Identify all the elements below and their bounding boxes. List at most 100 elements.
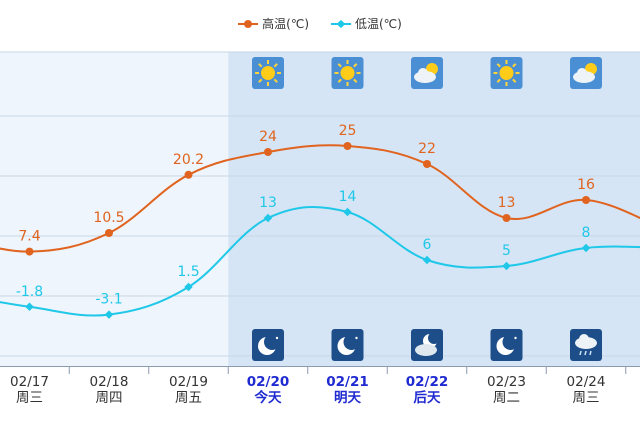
legend-high-marker-icon	[238, 19, 259, 29]
sun-ray	[512, 78, 517, 83]
high-temp-point	[423, 160, 431, 168]
x-axis-date: 02/18	[90, 374, 129, 390]
past-days-band	[0, 52, 229, 366]
high-temp-point	[582, 196, 590, 204]
sun-ray	[353, 78, 358, 83]
high-temp-line	[0, 144, 640, 253]
low-temp-label: 5	[502, 243, 511, 259]
x-axis-day: 周四	[96, 390, 123, 406]
moon-cut	[264, 334, 280, 350]
moon-icon	[252, 329, 284, 361]
sun-disc	[499, 66, 514, 80]
low-temp-label: 13	[259, 195, 277, 211]
moon-icon	[490, 329, 523, 361]
low-temp-point	[343, 207, 352, 217]
x-axis-day: 后天	[414, 389, 441, 406]
low-temp-point	[263, 213, 273, 223]
star	[355, 336, 358, 340]
sun-ray	[273, 63, 278, 68]
high-temp-label: 10.5	[93, 210, 124, 226]
high-temp-label: 16	[577, 177, 595, 193]
star	[275, 336, 279, 340]
x-axis-day: 周二	[493, 390, 520, 406]
low-temp-label: 6	[423, 237, 432, 253]
x-axis-day: 周五	[175, 390, 202, 406]
sun-ray	[273, 78, 278, 83]
cloud-shape	[415, 344, 437, 356]
low-temp-label: 14	[339, 189, 357, 205]
sun-disc	[340, 66, 355, 80]
x-axis-date: 02/23	[487, 374, 526, 390]
low-temp-point	[502, 261, 511, 271]
low-temp-line	[0, 205, 640, 317]
x-axis-day: 周三	[16, 390, 43, 406]
low-temp-point	[25, 302, 34, 312]
moon-cut	[428, 332, 440, 344]
x-axis-date: 02/20	[247, 374, 290, 390]
legend-item-high[interactable]: 高温(℃)	[238, 15, 309, 32]
high-temp-label: 13	[498, 195, 516, 211]
low-temp-point	[104, 310, 114, 319]
cloud-puff	[418, 68, 428, 78]
low-temp-label: 8	[582, 225, 591, 241]
legend-low-label: 低温(℃)	[355, 17, 402, 31]
chart-legend: 高温(℃) 低温(℃)	[0, 15, 640, 32]
sunny-icon	[252, 57, 284, 89]
sunny-icon	[331, 57, 364, 89]
x-axis-date: 02/19	[169, 374, 208, 390]
rain-icon	[570, 329, 602, 361]
moon-icon	[331, 329, 364, 361]
high-temp-point	[343, 142, 352, 150]
x-axis-date: 02/22	[406, 374, 449, 390]
high-temp-point	[184, 170, 193, 179]
sun-ray	[258, 78, 263, 83]
legend-item-low[interactable]: 低温(℃)	[331, 15, 402, 32]
sun-disc	[261, 66, 275, 80]
x-axis-day: 明天	[334, 390, 361, 406]
sun-ray	[512, 63, 517, 68]
high-temp-point	[264, 148, 272, 156]
star	[514, 336, 517, 340]
cloud-puff	[577, 68, 587, 78]
x-axis-day: 周三	[573, 390, 600, 406]
cloudy-moon-icon	[411, 329, 443, 361]
x-axis-date: 02/21	[326, 374, 369, 390]
high-temp-label: 24	[259, 129, 277, 145]
sunny-icon	[490, 57, 523, 89]
sun-ray	[496, 63, 501, 68]
rain-drop	[589, 350, 592, 356]
sun-ray	[496, 78, 501, 83]
legend-high-label: 高温(℃)	[262, 17, 309, 31]
legend-low-marker-icon	[331, 19, 351, 29]
rain-drop	[579, 350, 582, 356]
low-temp-label: 1.5	[177, 264, 199, 280]
high-temp-label: 20.2	[173, 152, 204, 168]
low-temp-label: -3.1	[95, 292, 122, 308]
rain-drop	[584, 350, 587, 356]
high-temp-point	[105, 229, 113, 237]
high-temp-point	[25, 247, 34, 256]
sun-ray	[337, 63, 342, 68]
cloud-puff	[579, 334, 589, 344]
x-axis-date: 02/24	[567, 374, 606, 390]
cloudy-sun-icon	[411, 57, 443, 89]
low-temp-label: -1.8	[16, 284, 43, 300]
sun-ray	[258, 63, 263, 68]
moon-cut	[343, 334, 360, 350]
moon-cut	[502, 334, 519, 350]
low-temp-point	[422, 255, 432, 265]
cloudy-sun-icon	[570, 57, 602, 89]
x-axis-day: 今天	[255, 389, 282, 406]
x-axis-date: 02/17	[10, 374, 49, 390]
low-temp-point	[184, 282, 193, 292]
high-temp-label: 7.4	[18, 229, 40, 245]
